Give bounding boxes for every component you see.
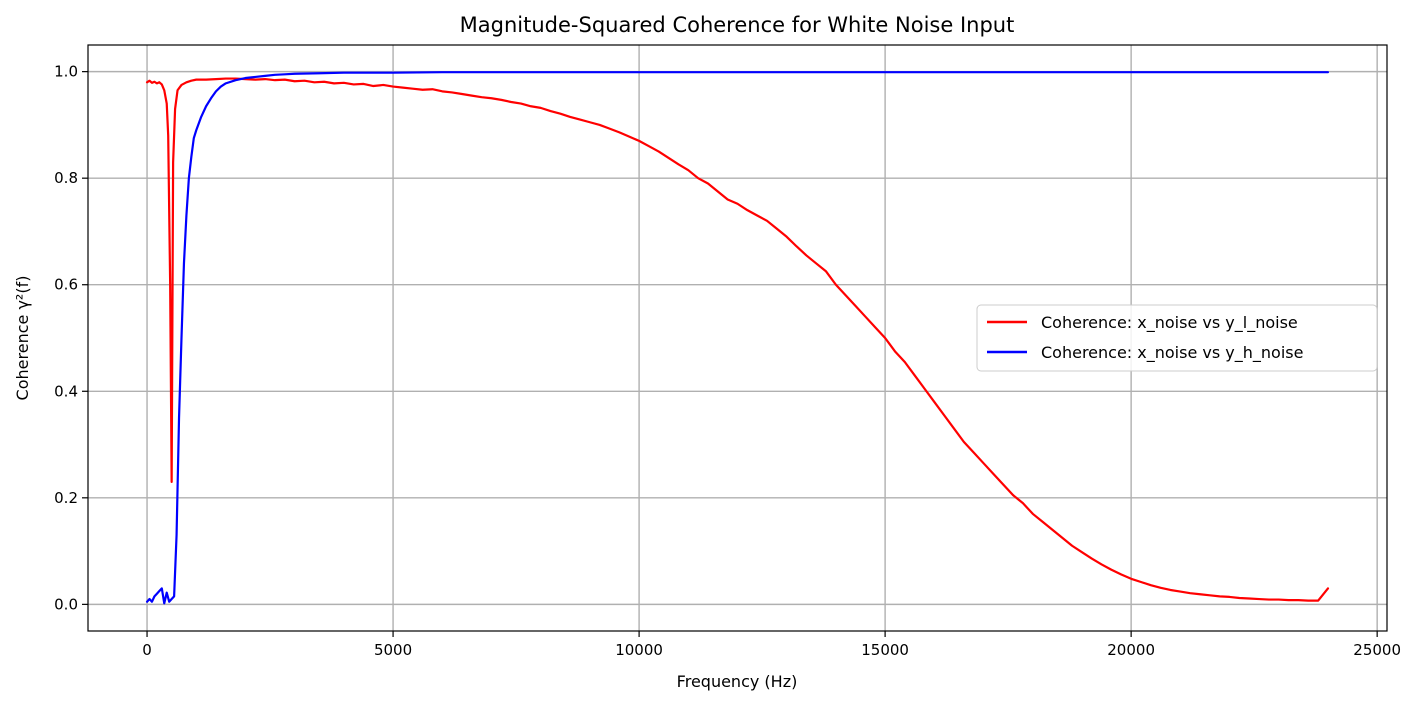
y-tick-label: 0.2 <box>54 489 78 507</box>
legend-box <box>976 304 1378 372</box>
legend-label-series-1: Coherence: x_noise vs y_l_noise <box>1041 313 1298 333</box>
x-tick-label: 20000 <box>1107 641 1155 659</box>
series-line-1 <box>145 77 1330 602</box>
y-tick-label: 0.4 <box>54 382 78 400</box>
y-tick-label: 0.8 <box>54 169 78 187</box>
axis-ticks: 0 5000 10000 15000 20000 25000 0.0 0.2 0.4 0.6 0.8… <box>54 63 1401 659</box>
y-tick-label: 1.0 <box>54 63 78 81</box>
plot-frame <box>87 44 1388 632</box>
x-axis-label: Frequency (Hz) <box>677 672 798 691</box>
chart-title: Magnitude-Squared Coherence for White No… <box>460 13 1015 37</box>
y-tick-label: 0.0 <box>54 595 78 613</box>
legend-label-series-2: Coherence: x_noise vs y_h_noise <box>1041 343 1303 363</box>
y-tick-label: 0.6 <box>54 276 78 294</box>
x-tick-label: 25000 <box>1353 641 1401 659</box>
series-line-2 <box>145 71 1330 605</box>
x-tick-label: 0 <box>142 641 152 659</box>
y-axis-label: Coherence γ²(f) <box>13 276 32 401</box>
x-tick-label: 10000 <box>615 641 663 659</box>
x-tick-label: 5000 <box>374 641 412 659</box>
series-lines <box>145 71 1330 605</box>
x-tick-label: 15000 <box>861 641 909 659</box>
legend: Coherence: x_noise vs y_l_noise Coherenc… <box>976 304 1378 372</box>
